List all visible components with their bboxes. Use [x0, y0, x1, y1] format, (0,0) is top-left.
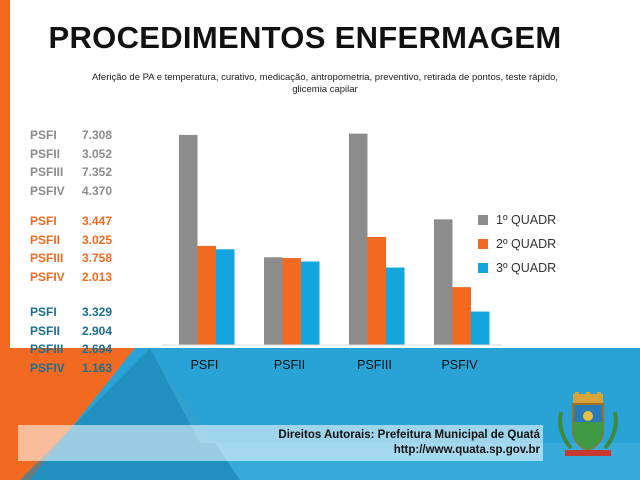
legend-label: 1º QUADR [496, 213, 557, 227]
legend-swatch [478, 215, 488, 225]
stat-label: PSFIII [30, 342, 64, 356]
stat-value: 3.447 [82, 214, 113, 228]
bar-psfiii-series-3 [386, 267, 405, 345]
stat-value: 2.694 [82, 342, 113, 356]
stat-label: PSFIV [30, 360, 65, 375]
stat-value: 3.329 [82, 305, 113, 319]
stats-group-2nd-quadr: PSFI 3.447 PSFII 3.025 PSFIII 3.758 PSFIV 2.… [30, 212, 112, 286]
stat-row: PSFIV 1.163 [30, 359, 112, 378]
legend-item: 2º QUADR [478, 232, 556, 256]
page-title: PROCEDIMENTOS ENFERMAGEM [48, 20, 562, 55]
stat-label: PSFIV [30, 183, 65, 198]
stat-value: 3.025 [82, 232, 113, 247]
left-accent-bar [0, 0, 10, 480]
bar-psfiv-series-2 [452, 287, 471, 345]
stat-label: PSFIII [30, 165, 64, 179]
chart-subtitle: Aferição de PA e temperatura, curativo, … [91, 72, 559, 95]
stat-label: PSFII [30, 146, 61, 161]
stat-label: PSFIII [30, 251, 64, 265]
stat-row: PSFII 2.904 [30, 322, 112, 341]
stat-label: PSFI [30, 128, 57, 142]
stat-label: PSFI [30, 305, 57, 319]
footer: Direitos Autorais: Prefeitura Municipal … [278, 428, 540, 458]
stat-label: PSFI [30, 214, 57, 228]
stats-group-1st-quadr: PSFI 7.308 PSFII 3.052 PSFIII 7.352 PSFIV 4.… [30, 126, 112, 200]
legend-label: 3º QUADR [496, 261, 557, 275]
stat-row: PSFI 7.308 [30, 126, 112, 145]
stat-value: 2.013 [82, 269, 113, 284]
stat-row: PSFI 3.447 [30, 212, 112, 231]
footer-copyright: Direitos Autorais: Prefeitura Municipal … [278, 429, 540, 441]
chart-legend: 1º QUADR 2º QUADR 3º QUADR [478, 208, 556, 280]
legend-item: 3º QUADR [478, 256, 556, 280]
legend-swatch [478, 263, 488, 273]
stat-row: PSFIII 2.694 [30, 340, 112, 359]
x-tick-label: PSFIII [357, 358, 392, 372]
stat-value: 7.308 [82, 128, 113, 142]
footer-box [18, 425, 543, 461]
stat-row: PSFIII 7.352 [30, 163, 112, 182]
x-tick-label: PSFIV [441, 358, 478, 372]
legend-label: 2º QUADR [496, 237, 557, 251]
stat-row: PSFIII 3.758 [30, 249, 112, 268]
bar-psfii-series-3 [301, 261, 320, 345]
stat-label: PSFIV [30, 269, 65, 284]
legend-swatch [478, 239, 488, 249]
bar-psfi-series-2 [197, 245, 216, 345]
stat-value: 4.370 [82, 183, 113, 198]
municipal-crest-icon [558, 392, 618, 456]
stat-row: PSFII 3.025 [30, 231, 112, 250]
bar-psfiv-series-1 [434, 219, 453, 345]
stat-row: PSFII 3.052 [30, 145, 112, 164]
bar-psfii-series-1 [264, 257, 283, 345]
stat-label: PSFII [30, 323, 61, 338]
stat-value: 2.904 [82, 323, 113, 338]
bar-psfiii-series-1 [349, 133, 368, 345]
bar-psfi-series-1 [179, 134, 198, 345]
stat-row: PSFI 3.329 [30, 303, 112, 322]
bar-psfi-series-3 [216, 249, 235, 345]
bar-psfii-series-2 [282, 258, 301, 345]
stat-row: PSFIV 2.013 [30, 268, 112, 287]
stat-value: 1.163 [82, 360, 113, 375]
legend-item: 1º QUADR [478, 208, 556, 232]
footer-url-link[interactable]: http://www.quata.sp.gov.br [393, 444, 540, 456]
bar-psfiv-series-3 [471, 311, 490, 345]
x-tick-label: PSFI [191, 358, 219, 372]
stat-label: PSFII [30, 232, 61, 247]
stats-group-3rd-quadr: PSFI 3.329 PSFII 2.904 PSFIII 2.694 PSFIV 1.… [30, 303, 112, 377]
stat-value: 3.052 [82, 146, 113, 161]
stat-row: PSFIV 4.370 [30, 182, 112, 201]
x-tick-label: PSFII [274, 358, 305, 372]
stat-value: 3.758 [82, 251, 113, 265]
bar-psfiii-series-2 [367, 236, 386, 345]
stat-value: 7.352 [82, 165, 113, 179]
